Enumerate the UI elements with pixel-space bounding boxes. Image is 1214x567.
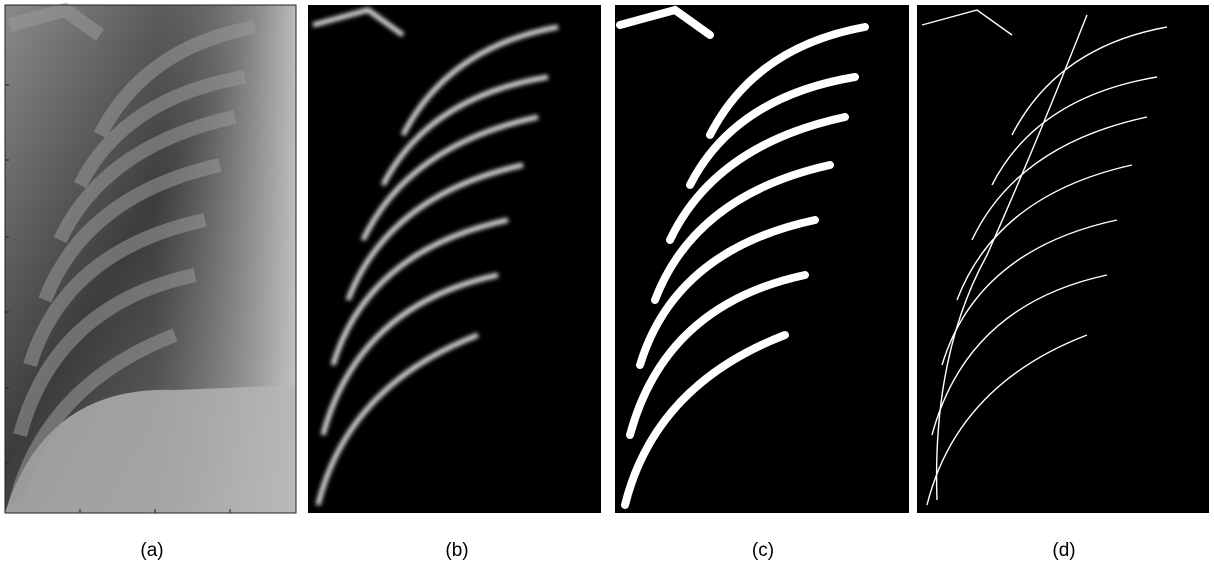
diaphragm — [5, 385, 296, 513]
panel-d — [917, 5, 1209, 513]
edge-skeleton — [935, 14, 1088, 501]
panel-b — [308, 5, 601, 513]
ticks — [5, 84, 231, 513]
caption: (d) — [1052, 540, 1075, 561]
frame — [4, 4, 297, 514]
caption: (c) — [752, 540, 774, 561]
binary-image — [615, 5, 909, 513]
caption: (b) — [445, 540, 468, 561]
panel-a — [4, 4, 297, 514]
filtered-image — [308, 5, 601, 513]
panel-c — [615, 5, 909, 513]
skeleton-image — [917, 5, 1209, 513]
caption: (a) — [140, 540, 163, 561]
